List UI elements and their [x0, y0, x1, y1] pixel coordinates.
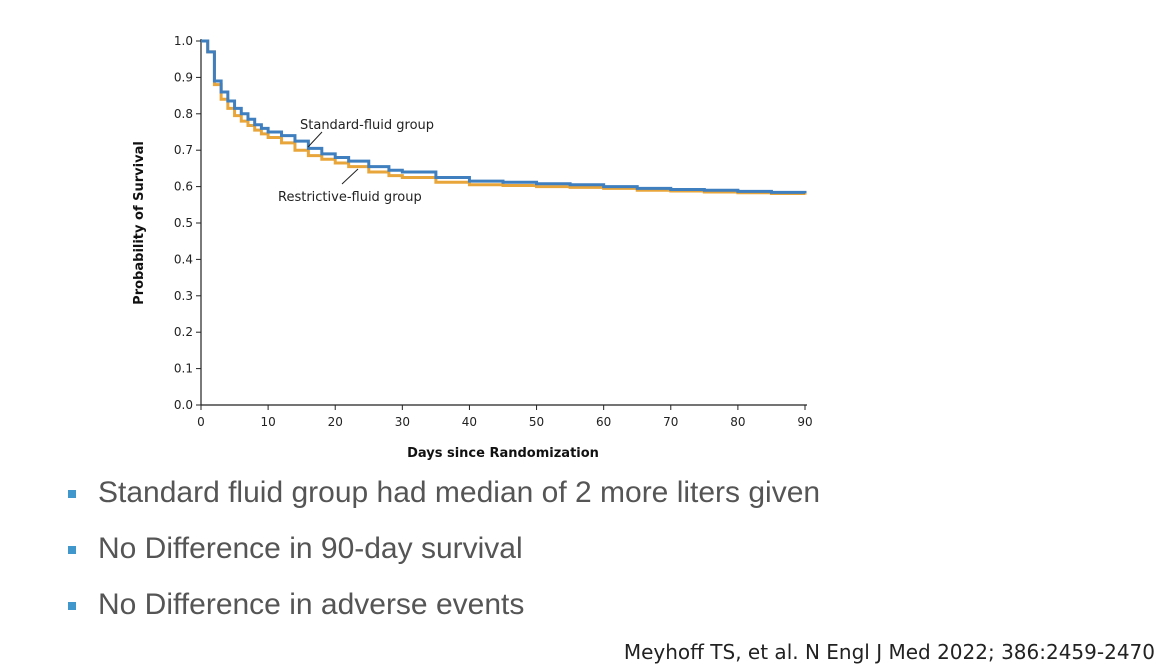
x-tick-label: 70 [663, 415, 678, 429]
standard-label-leader [307, 131, 323, 148]
bullet-item: No Difference in adverse events [62, 582, 820, 638]
series-layer [201, 39, 807, 196]
x-tick-label: 60 [596, 415, 611, 429]
survival-chart: 0.0 0.1 0.2 0.3 0.4 0.5 0.6 0.7 0.8 0.9 1.0 0 10 20 3… [132, 34, 813, 461]
restrictive-series-label: Restrictive-fluid group [278, 190, 422, 205]
bullet-list: Standard fluid group had median of 2 mor… [62, 470, 820, 638]
x-tick-label: 40 [462, 415, 477, 429]
y-tick-label: 0.3 [174, 289, 193, 303]
bullet-text: Standard fluid group had median of 2 mor… [98, 476, 821, 509]
y-tick-label: 1.0 [174, 34, 193, 48]
x-tick-label: 50 [529, 415, 544, 429]
series-line-restrictive [201, 39, 807, 196]
x-tick-label: 0 [197, 415, 205, 429]
standard-series-label: Standard-fluid group [300, 118, 434, 133]
x-tick-label: 80 [730, 415, 745, 429]
bullet-text: No Difference in adverse events [98, 588, 525, 621]
y-tick-label: 0.4 [174, 252, 193, 266]
x-tick-label: 90 [797, 415, 812, 429]
series-line-standard [201, 39, 807, 194]
restrictive-label-leader [341, 168, 359, 185]
x-tick-label: 10 [260, 415, 275, 429]
x-tick-label: 30 [395, 415, 410, 429]
bullet-square-icon [68, 546, 76, 554]
y-tick-label: 0.5 [174, 216, 193, 230]
bullet-item: No Difference in 90-day survival [62, 526, 820, 582]
y-tick-label: 0.9 [174, 70, 193, 84]
bullet-square-icon [68, 602, 76, 610]
x-axis: 0 10 20 30 40 50 60 70 80 90 [197, 404, 813, 429]
y-tick-label: 0.2 [174, 325, 193, 339]
y-tick-label: 0.1 [174, 362, 193, 376]
y-axis: 0.0 0.1 0.2 0.3 0.4 0.5 0.6 0.7 0.8 0.9 1.0 [174, 34, 202, 412]
bullet-text: No Difference in 90-day survival [98, 532, 523, 565]
citation: Meyhoff TS, et al. N Engl J Med 2022; 38… [623, 640, 1155, 664]
y-tick-label: 0.7 [174, 143, 193, 157]
x-axis-title: Days since Randomization [407, 446, 599, 461]
y-tick-label: 0.8 [174, 107, 193, 121]
y-tick-label: 0.6 [174, 180, 193, 194]
y-axis-title: Probability of Survival [132, 141, 147, 305]
bullet-item: Standard fluid group had median of 2 mor… [62, 470, 820, 526]
x-tick-label: 20 [328, 415, 343, 429]
bullet-square-icon [68, 490, 76, 498]
y-tick-label: 0.0 [174, 398, 193, 412]
